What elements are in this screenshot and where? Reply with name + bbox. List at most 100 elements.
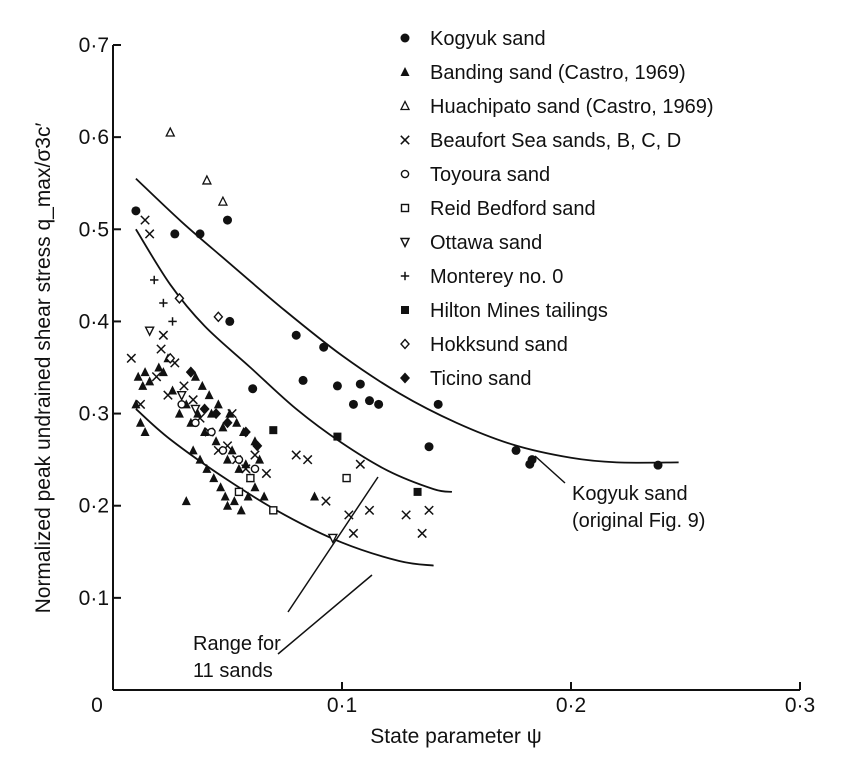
- data-point: [344, 510, 354, 520]
- data-point: [310, 491, 320, 501]
- y-tick-label: 0·4: [79, 310, 110, 333]
- legend-label: Hilton Mines tailings: [430, 300, 608, 322]
- legend-entry: Monterey no. 0: [400, 266, 563, 288]
- data-point: [218, 422, 228, 432]
- legend-label: Beaufort Sea sands, B, C, D: [430, 130, 681, 152]
- y-tick-label: 0·3: [79, 403, 109, 426]
- series-2: [131, 353, 320, 515]
- legend-label: Monterey no. 0: [430, 266, 563, 288]
- data-point: [364, 505, 375, 516]
- y-tick-label: 0·6: [79, 126, 109, 149]
- data-point: [413, 487, 422, 496]
- curve-range-upper: [135, 228, 453, 493]
- data-point: [151, 371, 162, 382]
- data-point: [207, 427, 216, 437]
- data-point: [252, 440, 263, 452]
- data-point: [145, 376, 155, 386]
- data-point: [232, 417, 242, 427]
- data-point: [204, 390, 214, 400]
- data-point: [135, 399, 146, 410]
- data-point: [211, 436, 221, 446]
- legend-marker: [400, 135, 410, 145]
- y-axis-label: Normalized peak undrained shear stress q…: [32, 123, 55, 614]
- series-5: [177, 400, 260, 474]
- data-point: [158, 330, 169, 340]
- legend-label: Hokksund sand: [430, 334, 568, 356]
- y-tick-label: 0·5: [79, 218, 109, 241]
- legend: Kogyuk sand Banding sand (Castro, 1969) Hu…: [399, 28, 714, 390]
- data-point: [250, 482, 260, 492]
- legend-marker: [401, 306, 409, 314]
- data-points: [126, 126, 663, 545]
- data-point: [333, 432, 342, 441]
- data-point: [321, 496, 331, 506]
- legend-marker: [400, 372, 410, 384]
- data-point: [259, 491, 269, 501]
- data-point: [342, 473, 351, 483]
- legend-label: Toyoura sand: [430, 164, 550, 186]
- data-point: [213, 399, 223, 409]
- legend-entry: Ottawa sand: [399, 232, 542, 254]
- data-point: [154, 362, 164, 372]
- annotation-range-line: Range for: [193, 633, 281, 655]
- data-point: [355, 459, 366, 469]
- legend-label: Ticino sand: [430, 368, 532, 390]
- data-point: [234, 463, 244, 473]
- data-point: [355, 379, 365, 389]
- data-point: [234, 455, 244, 464]
- x-tick-label: 0: [91, 694, 103, 717]
- y-tick-label: 0·7: [79, 34, 109, 57]
- series-8: [150, 275, 177, 326]
- data-point: [193, 408, 203, 418]
- legend-entry: Huachipato sand (Castro, 1969): [399, 96, 714, 118]
- data-point: [348, 399, 358, 409]
- data-point: [170, 229, 180, 239]
- data-point: [511, 445, 521, 455]
- curve-range-lower: [135, 408, 434, 567]
- data-point: [229, 496, 239, 506]
- data-point: [158, 367, 168, 377]
- data-point: [653, 460, 663, 470]
- series-4: [126, 215, 434, 539]
- data-point: [165, 352, 176, 364]
- data-point: [234, 487, 244, 497]
- data-point: [250, 450, 260, 460]
- data-point: [217, 195, 228, 206]
- data-point: [213, 311, 224, 323]
- data-point: [241, 464, 251, 474]
- legend-label: Reid Bedford sand: [430, 198, 596, 220]
- legend-label: Ottawa sand: [430, 232, 542, 254]
- data-point: [216, 482, 226, 492]
- data-point: [225, 316, 235, 326]
- data-point: [133, 371, 143, 381]
- data-point: [163, 390, 173, 400]
- legend-entry: Kogyuk sand: [400, 28, 546, 50]
- legend-marker: [400, 271, 410, 281]
- data-point: [424, 442, 434, 452]
- data-point: [140, 427, 150, 436]
- data-point: [225, 408, 235, 418]
- data-point: [188, 445, 198, 455]
- legend-entry: Banding sand (Castro, 1969): [400, 62, 686, 84]
- annotation-range-line: 11 sands: [193, 660, 273, 682]
- y-tick-label: 0·1: [79, 587, 109, 610]
- data-point: [250, 464, 260, 474]
- legend-marker: [400, 67, 410, 76]
- legend-entry: Toyoura sand: [400, 164, 550, 186]
- data-point: [291, 450, 301, 460]
- data-point: [181, 496, 191, 506]
- annotation-leader: [534, 455, 566, 484]
- data-point: [319, 342, 329, 352]
- data-point: [424, 505, 434, 516]
- fitted-curves: [135, 177, 679, 567]
- data-point: [165, 126, 176, 137]
- data-point: [201, 174, 212, 185]
- legend-marker: [400, 203, 410, 213]
- data-point: [236, 505, 246, 515]
- legend-marker: [400, 33, 410, 43]
- data-point: [209, 473, 219, 483]
- data-point: [168, 317, 177, 326]
- legend-marker: [400, 338, 410, 350]
- data-point: [269, 426, 278, 435]
